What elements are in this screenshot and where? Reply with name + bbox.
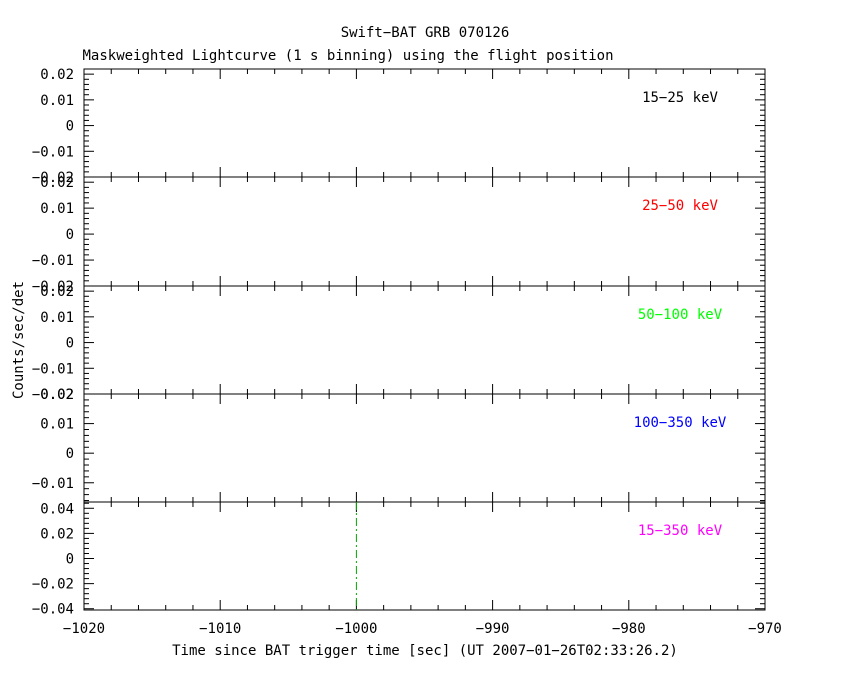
x-tick-label: −1010 (199, 621, 241, 637)
chart-subtitle: Maskweighted Lightcurve (1 s binning) us… (82, 48, 613, 64)
panels-group: −0.02 −0.01 0 0.01 0.02 15−25 keV −0.02 −0.01 0 0… (32, 67, 766, 618)
band-label: 25−50 keV (642, 198, 718, 214)
panel-2: −0.02 −0.01 0 0.01 0.02 25−50 keV (32, 175, 766, 295)
y-tick-label: −0.01 (32, 361, 74, 377)
y-tick-label: 0 (66, 119, 74, 135)
x-tick-label: −980 (612, 621, 646, 637)
y-tick-label: 0.01 (40, 93, 74, 109)
y-tick-label: 0.02 (40, 175, 74, 191)
y-tick-label: −0.02 (32, 279, 74, 295)
x-tick-label: −990 (476, 621, 510, 637)
y-tick-label: −0.02 (32, 577, 74, 593)
x-tick-label: −1020 (63, 621, 105, 637)
panel-frame (83, 501, 766, 611)
x-axis-tick-labels: −1020 −1010 −1000 −990 −980 −970 (63, 621, 782, 637)
y-tick-label: 0 (66, 336, 74, 352)
panel-frame (83, 393, 766, 503)
y-tick-label: −0.02 (32, 170, 74, 186)
y-tick-label: −0.01 (32, 476, 74, 492)
y-tick-label: 0.02 (40, 284, 74, 300)
panel-3: −0.02 −0.01 0 0.01 0.02 50−100 keV (32, 284, 766, 403)
band-label: 50−100 keV (638, 307, 723, 323)
y-tick-label: 0 (66, 552, 74, 568)
y-tick-label: 0.02 (40, 67, 74, 83)
y-tick-label: 0.01 (40, 310, 74, 326)
band-label: 100−350 keV (634, 415, 727, 431)
panel-5: −0.04 −0.02 0 0.02 0.04 15−350 keV (32, 501, 766, 618)
panel-frame (83, 285, 766, 395)
x-tick-label: −1000 (335, 621, 377, 637)
y-tick-label: −0.01 (32, 144, 74, 160)
y-tick-label: 0.01 (40, 417, 74, 433)
y-tick-label: 0 (66, 446, 74, 462)
panel-1: −0.02 −0.01 0 0.01 0.02 15−25 keV (32, 67, 766, 186)
y-tick-label: 0.01 (40, 201, 74, 217)
y-tick-label: 0.02 (40, 387, 74, 403)
y-tick-label: 0 (66, 227, 74, 243)
y-tick-label: −0.04 (32, 602, 74, 618)
y-tick-label: −0.02 (32, 387, 74, 403)
y-tick-label: 0.04 (40, 501, 74, 517)
band-label: 15−25 keV (642, 90, 718, 106)
band-label: 15−350 keV (638, 523, 723, 539)
y-axis-label: Counts/sec/det (11, 281, 27, 399)
panel-frame (83, 68, 766, 178)
panel-frame (83, 176, 766, 287)
panel-4: −0.01 0 0.01 0.02 100−350 keV (32, 387, 766, 503)
y-tick-label: −0.01 (32, 253, 74, 269)
y-tick-label: 0.02 (40, 526, 74, 542)
x-tick-label: −970 (748, 621, 782, 637)
x-axis-label: Time since BAT trigger time [sec] (UT 20… (172, 643, 678, 659)
chart-title: Swift−BAT GRB 070126 (341, 25, 510, 41)
